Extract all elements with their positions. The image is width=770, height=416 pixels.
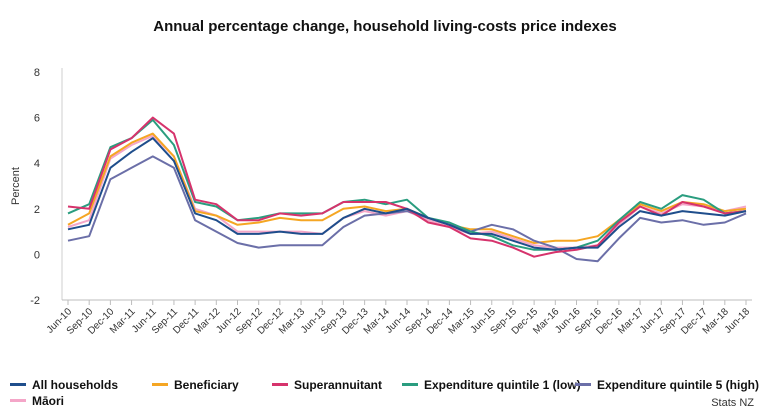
legend-swatch xyxy=(10,383,26,387)
legend-label: Expenditure quintile 5 (high) xyxy=(597,378,759,392)
legend-item: Māori xyxy=(10,394,64,408)
y-axis-label: Percent xyxy=(10,167,22,205)
legend-label: Māori xyxy=(32,394,65,408)
legend-item: Beneficiary xyxy=(152,378,239,392)
x-axis: Jun-10Sep-10Dec-10Mar-11Jun-11Sep-11Dec-… xyxy=(45,299,752,337)
legend-label: All households xyxy=(32,378,119,392)
series-lines xyxy=(67,116,747,263)
y-tick-label: 0 xyxy=(34,249,40,261)
y-axis: -2 0 2 4 6 8 xyxy=(30,67,63,307)
legend-label: Superannuitant xyxy=(294,378,383,392)
legend-label: Expenditure quintile 1 (low) xyxy=(424,378,581,392)
series-line-expenditure-quintile-5-high xyxy=(67,155,747,263)
legend-label: Beneficiary xyxy=(174,378,239,392)
legend-swatch xyxy=(272,383,288,387)
y-tick-label: 2 xyxy=(34,204,40,216)
legend-swatch xyxy=(152,383,168,387)
chart-title: Annual percentage change, household livi… xyxy=(153,18,617,35)
source-note: Stats NZ xyxy=(711,397,754,409)
y-tick-label: 6 xyxy=(34,113,40,125)
legend-item: Expenditure quintile 1 (low) xyxy=(402,378,581,392)
legend-item: Expenditure quintile 5 (high) xyxy=(575,378,759,392)
series-line-expenditure-quintile-1-low xyxy=(67,118,747,251)
series-line-beneficiary xyxy=(67,132,747,244)
legend-swatch xyxy=(402,383,418,387)
legend-item: Superannuitant xyxy=(272,378,382,392)
series-line-all-households xyxy=(67,137,747,251)
legend-swatch xyxy=(575,383,591,387)
y-tick-label: 8 xyxy=(34,67,40,79)
legend-swatch xyxy=(10,399,26,403)
legend-item: All households xyxy=(10,378,118,392)
y-tick-label: -2 xyxy=(30,295,40,307)
y-tick-label: 4 xyxy=(34,158,40,170)
